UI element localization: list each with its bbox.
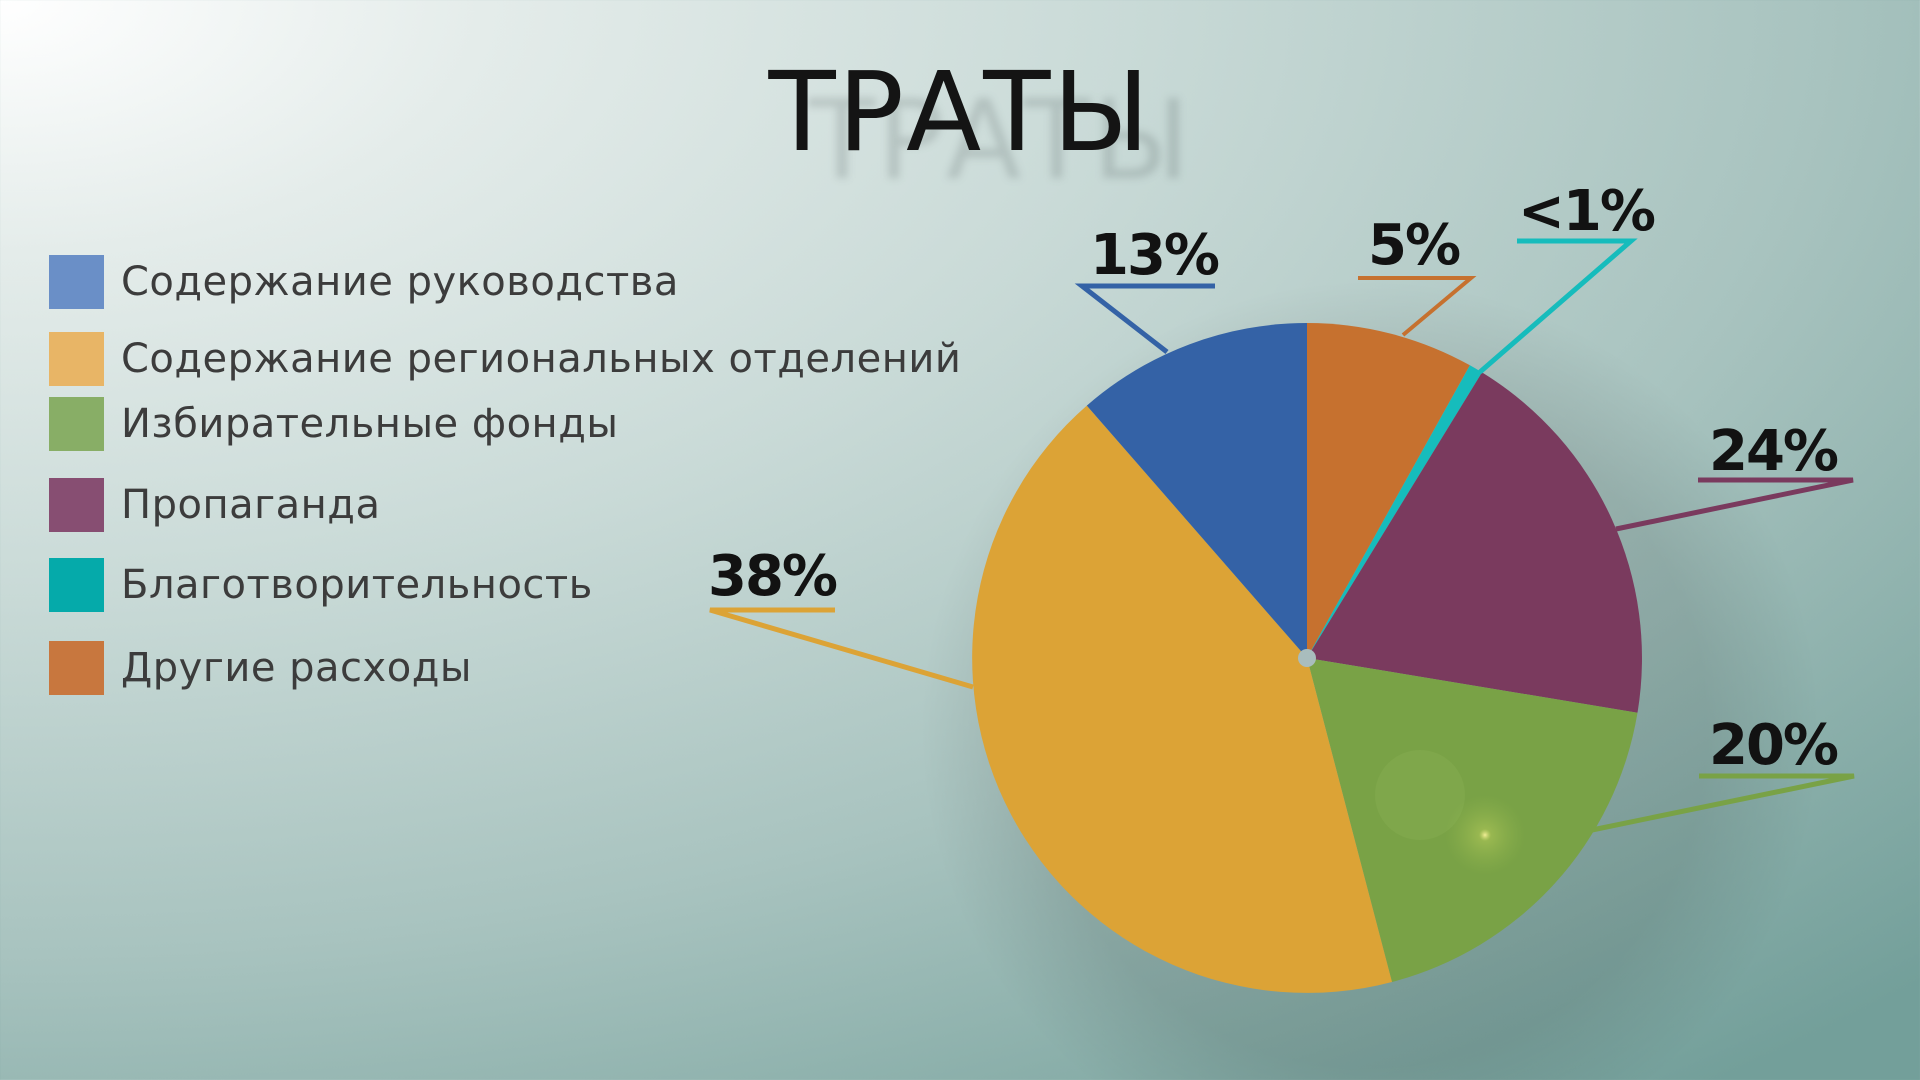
value-label-other: 5% xyxy=(1368,213,1461,278)
leader-line-charity xyxy=(1478,238,1638,374)
legend-item-propaganda: Пропаганда xyxy=(49,478,380,532)
legend-label: Другие расходы xyxy=(121,645,472,691)
legend-label: Пропаганда xyxy=(121,482,381,528)
legend-item-charity: Благотворительность xyxy=(49,558,593,612)
legend-label: Содержание руководства xyxy=(121,259,679,305)
pie-center-dot xyxy=(1298,649,1316,667)
value-label-leadership: 13% xyxy=(1090,223,1220,288)
leader-line-other xyxy=(1358,276,1477,337)
value-label-election: 20% xyxy=(1709,713,1839,778)
lens-flare xyxy=(1375,750,1465,840)
legend-swatch-blue xyxy=(49,255,104,309)
legend-item-leadership: Содержание руководства xyxy=(49,255,679,309)
page-title: ТРАТЫ xyxy=(768,48,1152,176)
legend-swatch-orange xyxy=(49,641,104,695)
legend-swatch-green xyxy=(49,397,104,451)
legend-swatch-purple xyxy=(49,478,104,532)
legend-item-regional: Содержание региональных отделений xyxy=(49,332,961,386)
legend-item-other: Другие расходы xyxy=(49,641,472,695)
legend-swatch-yellow xyxy=(49,332,104,386)
slice-other xyxy=(1307,323,1470,658)
legend-label: Благотворительность xyxy=(121,562,593,608)
lens-glint xyxy=(1445,795,1525,875)
leader-line-leadership xyxy=(1074,283,1215,354)
title-shadow: ТРАТЫ xyxy=(808,76,1192,204)
leader-line-propaganda xyxy=(1615,477,1854,532)
legend-item-election: Избирательные фонды xyxy=(49,397,618,451)
legend-label: Избирательные фонды xyxy=(121,401,619,447)
slice-propaganda xyxy=(1307,372,1642,713)
legend-swatch-teal xyxy=(49,558,104,612)
value-label-regional: 38% xyxy=(708,544,838,609)
leader-line-election xyxy=(1591,773,1855,833)
slice-regional xyxy=(972,405,1392,993)
legend-label: Содержание региональных отделений xyxy=(121,336,962,382)
value-label-propaganda: 24% xyxy=(1709,419,1839,484)
leader-line-regional xyxy=(709,607,974,690)
slice-charity xyxy=(1307,365,1482,658)
value-label-charity: <1% xyxy=(1518,179,1656,244)
slice-leadership xyxy=(1086,323,1307,658)
